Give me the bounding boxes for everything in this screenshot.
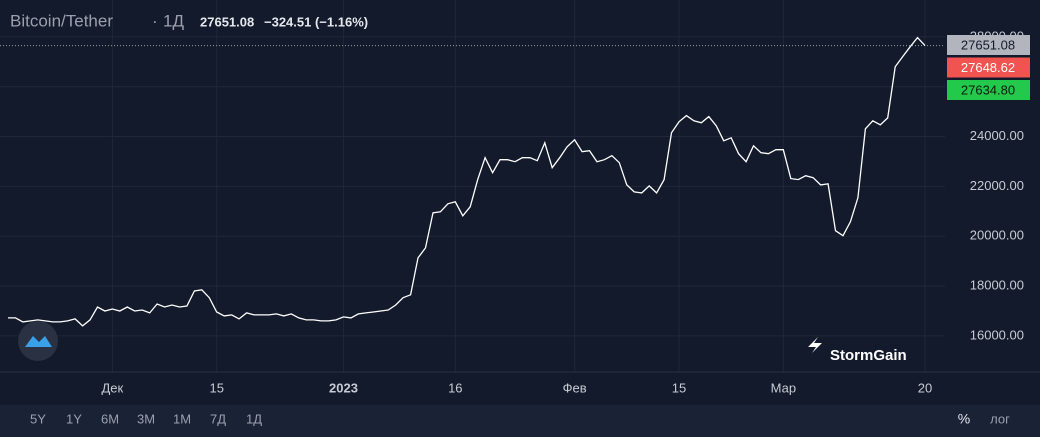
percent-toggle[interactable]: % [958,411,970,427]
range-button[interactable]: 5Y [30,411,46,426]
interval: 1Д [163,11,184,30]
price-label: 27651.08 [961,37,1015,52]
watermark: StormGain [830,347,907,364]
range-button[interactable]: 1Д [246,411,262,426]
x-tick-label: Фев [563,380,587,395]
x-tick-label: 15 [210,380,224,395]
y-tick-label: 22000.00 [970,178,1024,193]
range-button[interactable]: 7Д [210,411,226,426]
watermark-icon [808,337,822,353]
x-tick-label: 15 [672,380,686,395]
separator: · [152,11,158,30]
range-button[interactable]: 1M [173,411,191,426]
range-button[interactable]: 1Y [66,411,82,426]
price-line [8,36,926,327]
price-label: 27634.80 [961,82,1015,97]
price-label-bg [947,35,1030,55]
symbol: Bitcoin/Tether [10,11,113,30]
logo-icon [25,336,52,347]
y-tick-label: 16000.00 [970,327,1024,342]
x-tick-label: Дек [102,380,124,395]
y-tick-label: 18000.00 [970,277,1024,292]
x-tick-label: 2023 [329,380,358,395]
price-label: 27648.62 [961,60,1015,75]
price: 27651.08 [200,14,254,29]
change: −324.51 (−1.16%) [264,14,368,29]
price-label-bg [947,57,1030,78]
plot [0,0,945,372]
log-toggle[interactable]: лог [990,411,1010,426]
price-label-bg [947,80,1030,100]
y-tick-label: 20000.00 [970,228,1024,243]
range-button[interactable]: 3M [137,411,155,426]
x-tick-label: 20 [918,380,932,395]
range-button[interactable]: 6M [101,411,119,426]
toolbar-bg [0,405,1040,437]
x-tick-label: 16 [448,380,462,395]
x-tick-label: Мар [771,380,796,395]
y-tick-label: 24000.00 [970,128,1024,143]
